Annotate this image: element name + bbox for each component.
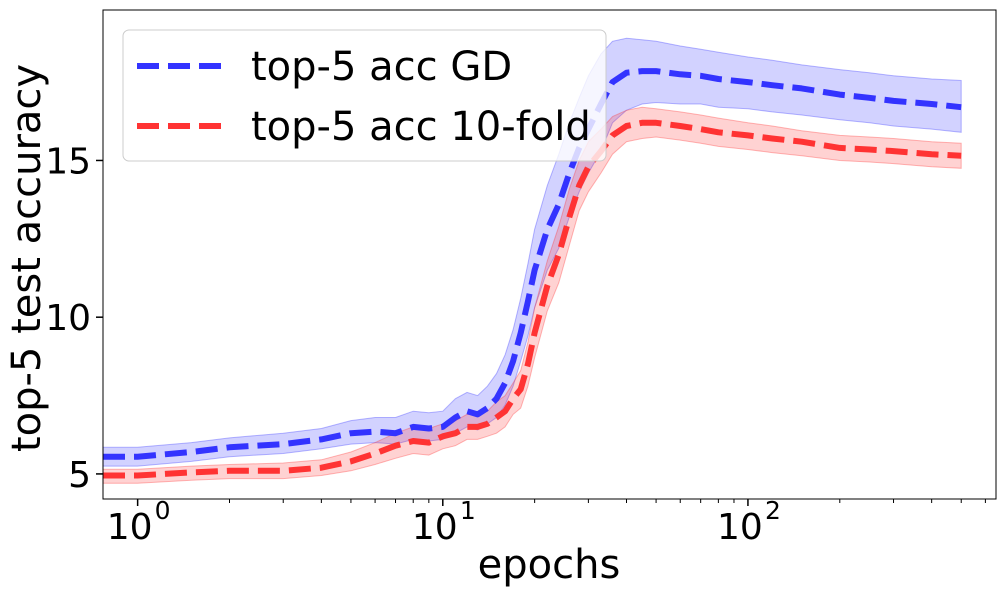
legend-label-gd: top-5 acc GD: [251, 44, 512, 90]
x-tick-label-0: 10: [107, 507, 153, 548]
y-axis-ticks: 5 10 15: [45, 141, 103, 496]
legend-box: [122, 29, 607, 162]
legend: top-5 acc GD top-5 acc 10-fold: [122, 29, 607, 162]
y-tick-label-1: 10: [45, 298, 91, 339]
series-lines: [103, 68, 962, 479]
x-axis-ticks: 10 0 10 1 10 2: [107, 496, 986, 548]
x-tick-label-1: 10: [412, 507, 458, 548]
x-tick-exponent-2: 2: [765, 496, 781, 525]
x-axis-label: epochs: [478, 542, 621, 588]
x-tick-label-2: 10: [717, 507, 763, 548]
x-tick-exponent-1: 1: [460, 496, 476, 525]
y-tick-label-2: 15: [45, 141, 91, 182]
x-tick-exponent-0: 0: [155, 496, 171, 525]
legend-label-10-fold: top-5 acc 10-fold: [251, 104, 591, 150]
series-line-0: [103, 68, 962, 460]
y-tick-label-0: 5: [68, 455, 91, 496]
y-axis-label: top-5 test accuracy: [4, 64, 50, 452]
plot-area-frame: [102, 9, 997, 500]
series-line-1: [103, 119, 962, 479]
